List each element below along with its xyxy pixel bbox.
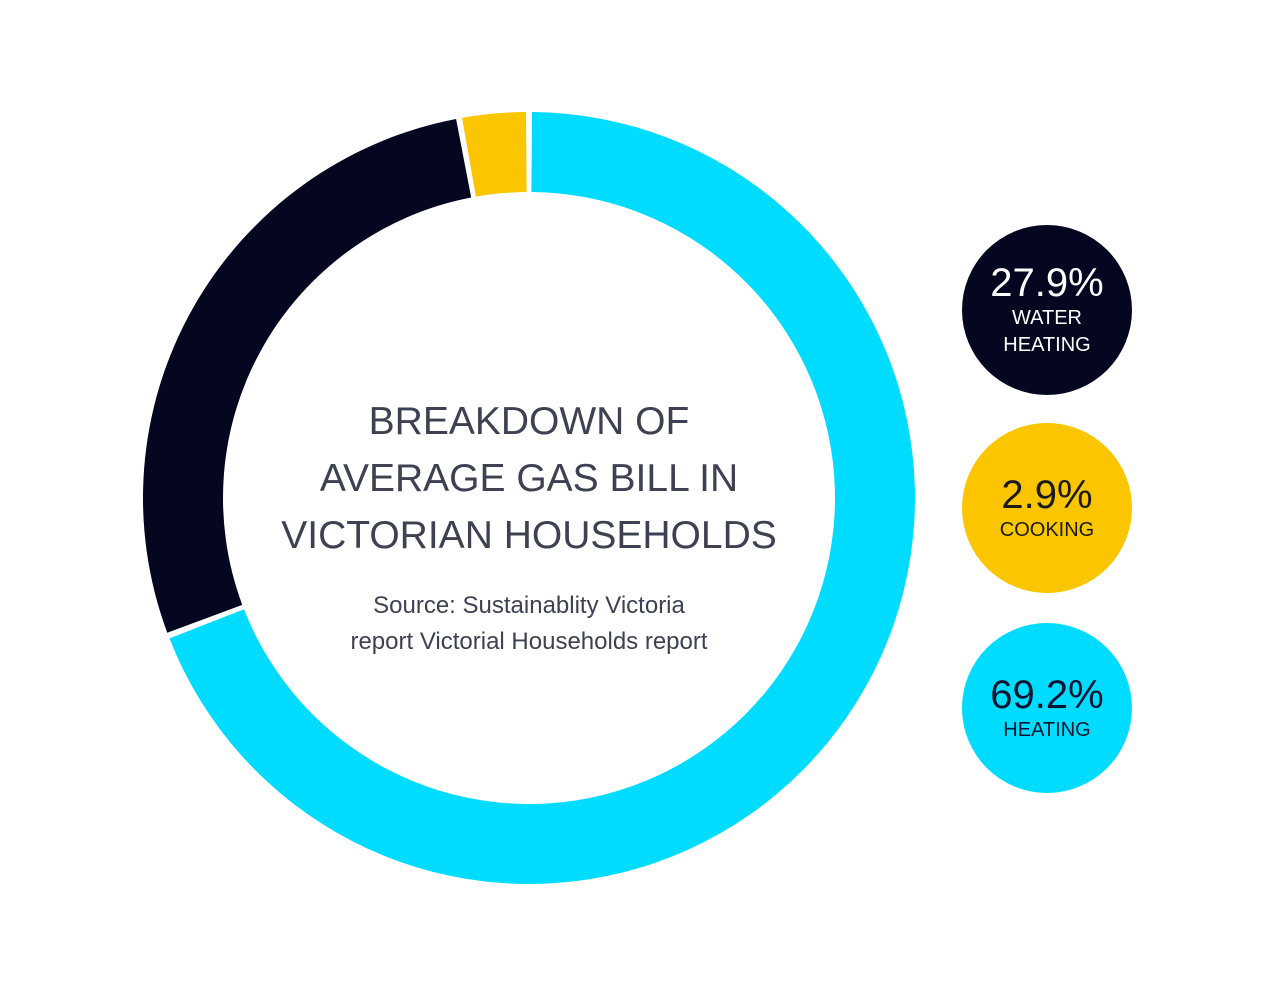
- donut-segments: [142, 112, 916, 884]
- legend-badge-water-heating: 27.9% WATER HEATING: [962, 225, 1132, 395]
- legend-value: 69.2%: [990, 672, 1104, 717]
- legend-label: WATER: [1012, 307, 1082, 329]
- chart-source-line: report Victorial Households report: [350, 628, 708, 655]
- legend-label: COOKING: [999, 518, 1095, 541]
- chart-title-line: BREAKDOWN OF: [368, 400, 690, 443]
- legend-badge-cooking: 2.9% COOKING: [962, 423, 1132, 593]
- chart-title-line: AVERAGE GAS BILL IN: [319, 457, 739, 500]
- chart-title-line: VICTORIAN HOUSEHOLDS: [281, 514, 777, 557]
- chart-source-line: Source: Sustainablity Victoria: [373, 592, 685, 619]
- chart-source: Source: Sustainablity Victoria report Vi…: [229, 588, 829, 660]
- chart-title: BREAKDOWN OF AVERAGE GAS BILL IN VICTORI…: [229, 393, 829, 564]
- legend-label: HEATING: [1003, 718, 1091, 741]
- legend-value: 27.9%: [990, 261, 1104, 305]
- legend-label: HEATING: [1003, 334, 1091, 356]
- legend-value: 2.9%: [1001, 472, 1093, 517]
- donut-segment-cooking: [462, 112, 527, 197]
- donut-segment-water-heating: [142, 118, 472, 633]
- legend-badge-heating: 69.2% HEATING: [962, 623, 1132, 793]
